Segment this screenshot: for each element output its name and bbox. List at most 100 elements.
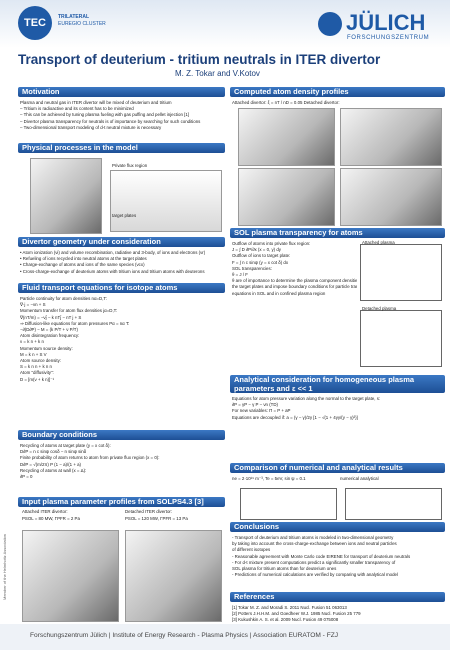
text-line: • Cross-charge-exchange of deuterium ato…	[20, 268, 205, 274]
section-header: SOL plasma transparency for atoms	[230, 228, 445, 238]
plot	[360, 310, 442, 367]
text-line: Recycling of atoms at target plate (y = …	[20, 443, 111, 448]
text-line: ϑ = J / F	[232, 272, 248, 277]
figure	[22, 530, 119, 622]
text-line: Atom "diffusivity":	[20, 370, 54, 376]
text-line: −∂(D∂P) − M = (k P/T + ν P/T)	[20, 327, 78, 332]
text-line: Equations are decoupled if: a = (γ − γ)/…	[232, 414, 358, 420]
text-line: PSOL = 120 MW, ΓPFR = 13 Pa	[125, 515, 188, 521]
text-line: J = ∫ D ∂P/∂x (x = 0, y) dy	[232, 247, 281, 253]
figure	[30, 158, 102, 234]
header-bg	[0, 0, 450, 48]
text-line: Attached ITER divertor:	[22, 509, 68, 514]
text-line: ϑ are of importance to determine the pla…	[232, 278, 357, 284]
text-line: D∂P = √(m/2π) P (1 − a)/(1 + a)	[20, 461, 82, 467]
section-header: Boundary conditions	[18, 430, 225, 440]
text-line: - Transport of deuterium and tritium ato…	[232, 535, 394, 540]
text-line: [3] Kukushkin A. S. et al. 2009 Nucl. Fu…	[232, 617, 339, 623]
text-line: ne = 2·10¹⁹ m⁻³, Te = 5eV, sin ψ = 0.1	[232, 476, 306, 481]
text-line: [1] Tokar M. Z. and Moradi S. 2011 Nucl.…	[232, 605, 347, 610]
text-line: target plates	[112, 213, 137, 218]
text-line: Plasma and neutral gas in ITER divertor …	[20, 100, 172, 105]
text-line: Atom source density:	[20, 358, 61, 363]
text-line: Momentum source density:	[20, 345, 73, 351]
text-line: Recycling of atoms at wall (x = Δ):	[20, 467, 87, 473]
institute-name: JÜLICH	[346, 10, 426, 35]
figure	[110, 170, 222, 232]
title: Transport of deuterium - tritium neutral…	[18, 52, 381, 67]
figure	[238, 108, 335, 166]
text-line: Attached plasma	[362, 240, 395, 245]
authors: M. Z. Tokar and V.Kotov	[175, 69, 260, 78]
figure	[340, 168, 442, 226]
logo-text: TRILATERAL	[58, 14, 90, 20]
text-line: Particle continuity for atom densities n…	[20, 296, 107, 301]
text-line: – Two-dimensional transport modeling of …	[20, 124, 162, 130]
text-line: SOL plasma for tritium atoms than for de…	[232, 566, 337, 571]
text-line: ∂P = γP − γ P − νn (TD)	[232, 402, 278, 408]
text-line: M = k n + S V	[20, 351, 47, 357]
julich-icon	[318, 12, 342, 36]
text-line: S = k n n + k n n	[20, 364, 52, 370]
institute-sub: FORSCHUNGSZENTRUM	[347, 35, 430, 41]
text-line: • Charge-exchange of atoms and ions of t…	[20, 262, 145, 268]
side-text: Member of the Helmholtz Association	[2, 533, 7, 600]
text-line: – Divertor plasma transparency for neutr…	[20, 118, 201, 124]
text-line: For new variables: Π = P + aP	[232, 408, 291, 414]
text-line: ∇·j = −νn + S	[20, 302, 46, 308]
section-header: Fluid transport equations for isotope at…	[18, 283, 225, 293]
section-header: Computed atom density profiles	[230, 87, 445, 97]
section-header: Comparison of numerical and analytical r…	[230, 463, 445, 473]
text-line: – Tritium is radioactive and its content…	[20, 106, 134, 112]
text-line: Atom disintegration frequency:	[20, 333, 80, 339]
text-line: Outflow of atoms into private flux regio…	[232, 241, 311, 246]
figure	[238, 168, 335, 226]
text-line: – This can be achieved by tuning plasma …	[20, 112, 189, 118]
section-header: Analytical consideration for homogeneous…	[230, 375, 445, 393]
text-line: Equations for atom pressure variation al…	[232, 396, 381, 401]
text-line: • Refueling of ions recycled into neutra…	[20, 256, 147, 262]
text-line: by taking into account the cross-charge-…	[232, 541, 397, 547]
section-header: Input plasma parameter profiles from SOL…	[18, 497, 225, 507]
text-line: the target plates and impose boundary co…	[232, 284, 357, 290]
text-line: - Predictions of numerical calculations …	[232, 572, 398, 578]
text-line: - Reasonable agreement with Monte Carlo …	[232, 553, 411, 559]
text-line: ∇(nT/m) = −νj̃ − k nTj̃ − nT j + S	[20, 314, 82, 320]
figure	[340, 108, 442, 166]
text-line: ν = k n + k n	[20, 339, 44, 345]
text-line: Finite probability of atom returns to at…	[20, 455, 160, 461]
section-header: Motivation	[18, 87, 225, 97]
footer: Forschungszentrum Jülich | Institute of …	[30, 632, 339, 639]
text-line: D = [m(ν + k n)]⁻¹	[20, 376, 55, 382]
text-line: of different isotopes	[232, 547, 271, 553]
section-header: Conclusions	[230, 522, 445, 532]
text-line: ⇒ Diffusion-like equations for atom pres…	[20, 320, 130, 326]
plot	[240, 488, 337, 520]
plot	[345, 488, 442, 520]
text-line: equations in SOL and in confined plasma …	[232, 290, 326, 296]
text-line: SOL transparencies:	[232, 265, 272, 271]
text-line: Momentum transfer for atom flux densitie…	[20, 308, 118, 314]
text-line: numerical analytical	[340, 476, 379, 481]
plot	[360, 244, 442, 301]
section-header: References	[230, 592, 445, 602]
text-line: Outflow of ions to target plate:	[232, 253, 291, 259]
text-line: D∂P = n c sinψ cosδ − n sinψ sinδ	[20, 449, 87, 455]
text-line: PSOL = 80 MW, ΓPFR = 2 Pa	[22, 515, 80, 521]
text-line: - For d-t mixture present computations p…	[232, 559, 396, 565]
section-header: Physical processes in the model	[18, 143, 225, 153]
text-line: Detached plasma	[362, 306, 397, 311]
section-header: Divertor geometry under consideration	[18, 237, 225, 247]
text-line: F = ∫ n c sinψ (y = x cot δ) dx	[232, 259, 289, 265]
text-line: Private flux region	[112, 163, 148, 168]
text-line: Attached divertor: ξ = nT / nD = 0.05 De…	[232, 100, 340, 105]
text-line: • Atom ionization (νi) and volume recomb…	[20, 250, 206, 255]
footer-bg	[0, 624, 450, 650]
text-line: Detached ITER divertor:	[125, 509, 173, 514]
figure	[125, 530, 222, 622]
text-line: ∂P = 0	[20, 474, 33, 479]
logo-text: EUREGIO CLUSTER	[58, 21, 106, 27]
logo-circle: TEC	[18, 6, 52, 40]
text-line: [2] Potters J.H.H.M. and Goedheer W.J. 1…	[232, 611, 361, 617]
